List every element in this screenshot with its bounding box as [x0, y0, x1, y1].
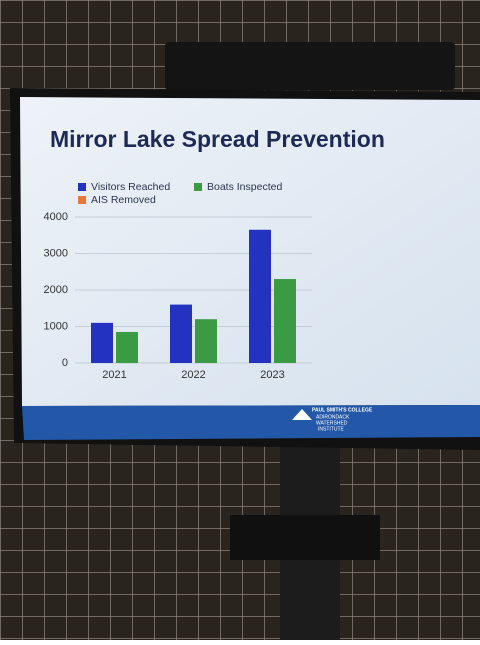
x-tick-label: 2021 [102, 369, 126, 381]
logo-text: ADIRONDACK [316, 414, 350, 420]
y-tick-label: 3000 [44, 247, 68, 259]
camera-bar [165, 42, 455, 90]
logo-text: PAUL SMITH'S COLLEGE [312, 407, 373, 413]
bar [116, 331, 138, 363]
y-tick-label: 1000 [44, 320, 68, 332]
legend-swatch [194, 183, 202, 191]
y-tick-label: 4000 [44, 211, 68, 223]
legend-swatch [78, 183, 86, 191]
y-tick-label: 2000 [44, 284, 68, 296]
legend-swatch [78, 196, 86, 204]
logo-text: INSTITUTE [318, 426, 344, 432]
legend-label: AIS Removed [91, 194, 156, 206]
x-tick-label: 2022 [181, 369, 205, 381]
x-tick-label: 2023 [260, 369, 284, 381]
bar [170, 304, 192, 363]
logo-icon [292, 409, 312, 420]
legend-label: Boats Inspected [207, 181, 282, 193]
bar [274, 279, 296, 363]
logo-text: WATERSHED [316, 420, 348, 426]
bar [91, 322, 113, 363]
bar [195, 319, 217, 363]
chart-title: Mirror Lake Spread Prevention [50, 126, 385, 152]
chart: 0 1000 2000 3000 4000 Visitors Reached Boats I… [44, 181, 312, 381]
footer-band [22, 405, 480, 440]
y-tick-label: 0 [62, 357, 68, 369]
bar [249, 229, 271, 363]
legend-label: Visitors Reached [91, 181, 170, 193]
shelf [230, 515, 380, 560]
